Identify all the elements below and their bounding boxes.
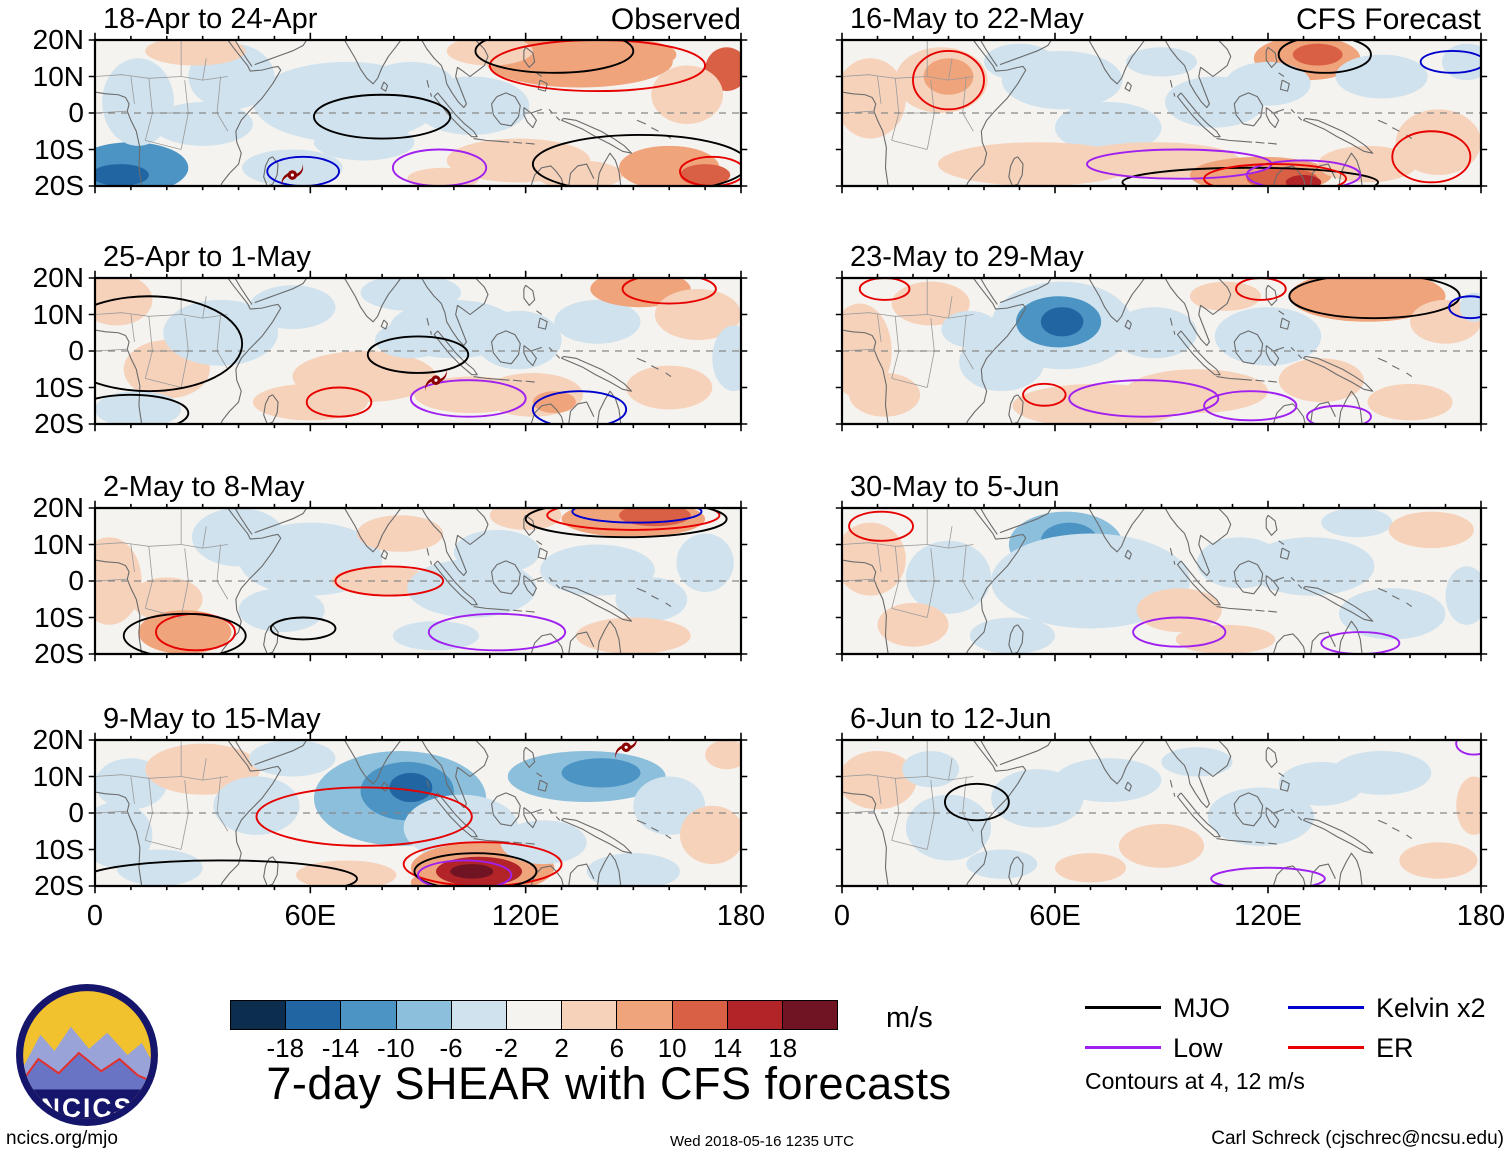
lat-tick-label: 10N bbox=[32, 60, 84, 92]
lat-tick-label: 0 bbox=[68, 565, 84, 596]
colorbar-level-label: 10 bbox=[657, 1033, 687, 1063]
lat-tick-label: 20S bbox=[34, 638, 84, 669]
panel-title: 25-Apr to 1-May bbox=[103, 241, 311, 273]
lat-tick-label: 0 bbox=[68, 97, 84, 128]
footer-url: ncics.org/mjo bbox=[6, 1128, 118, 1149]
lat-tick-label: 20S bbox=[34, 408, 84, 439]
map-panel-3 bbox=[95, 740, 741, 886]
map-panel-0 bbox=[95, 40, 741, 186]
colorbar-level-label: -10 bbox=[377, 1033, 415, 1063]
colorbar-units: m/s bbox=[886, 1002, 933, 1034]
column-header-observed: Observed bbox=[610, 3, 741, 36]
colorbar-level-label: -14 bbox=[321, 1033, 360, 1063]
colorbar-cell bbox=[506, 1001, 563, 1029]
map-panel-5 bbox=[842, 278, 1481, 424]
panel-title: 18-Apr to 24-Apr bbox=[103, 3, 318, 35]
colorbar-level-label: 18 bbox=[768, 1033, 798, 1063]
map-panel-2 bbox=[95, 508, 741, 654]
lat-tick-label: 10S bbox=[34, 371, 84, 403]
contour-levels-note: Contours at 4, 12 m/s bbox=[1085, 1068, 1305, 1094]
logo-text: NCICS bbox=[41, 1093, 133, 1123]
lat-tick-label: 0 bbox=[68, 335, 84, 366]
page-title: 7-day SHEAR with CFS forecasts bbox=[266, 1058, 952, 1109]
colorbar-cell bbox=[727, 1001, 783, 1029]
panel-title: 23-May to 29-May bbox=[850, 241, 1084, 273]
footer-timestamp: Wed 2018-05-16 1235 UTC bbox=[670, 1133, 854, 1150]
colorbar-cell bbox=[396, 1001, 452, 1029]
map-panel-1 bbox=[95, 278, 741, 424]
lat-tick-label: 20N bbox=[32, 24, 84, 55]
colorbar-level-label: -6 bbox=[439, 1033, 463, 1063]
legend-label-kelvin: Kelvin x2 bbox=[1376, 993, 1486, 1023]
lat-tick-label: 0 bbox=[68, 797, 84, 828]
lat-tick-label: 10N bbox=[32, 298, 84, 330]
colorbar-level-label: -2 bbox=[494, 1033, 518, 1063]
lat-tick-label: 20N bbox=[32, 724, 84, 755]
lon-tick-label: 180 bbox=[1456, 900, 1506, 932]
footer-author: Carl Schreck (cjschrec@ncsu.edu) bbox=[1211, 1128, 1504, 1149]
map-panel-4 bbox=[842, 40, 1481, 186]
column-header-cfs-forecast: CFS Forecast bbox=[1295, 3, 1481, 36]
colorbar-level-label: -18 bbox=[266, 1033, 305, 1063]
lat-tick-label: 20S bbox=[34, 170, 84, 201]
legend-line-er bbox=[1288, 1046, 1364, 1049]
lat-tick-label: 20S bbox=[34, 870, 84, 901]
lat-tick-label: 10S bbox=[34, 601, 84, 633]
lon-tick-label: 120E bbox=[1234, 900, 1302, 932]
ncics-logo: NCICS bbox=[14, 982, 160, 1128]
colorbar-cell bbox=[672, 1001, 728, 1029]
lon-tick-label: 0 bbox=[833, 900, 851, 932]
colorbar-cell bbox=[782, 1001, 838, 1029]
lon-tick-label: 120E bbox=[491, 900, 560, 932]
lon-tick-label: 180 bbox=[716, 900, 766, 932]
lat-tick-label: 10S bbox=[34, 133, 84, 165]
panel-title: 30-May to 5-Jun bbox=[850, 471, 1060, 503]
colorbar-cell bbox=[617, 1001, 673, 1029]
panel-title: 16-May to 22-May bbox=[850, 3, 1084, 35]
colorbar-cell bbox=[451, 1001, 507, 1029]
colorbar-cell bbox=[341, 1001, 397, 1029]
colorbar-cell bbox=[231, 1001, 287, 1029]
panel-title: 9-May to 15-May bbox=[103, 703, 321, 735]
colorbar-level-label: 6 bbox=[609, 1033, 625, 1063]
colorbar bbox=[230, 1000, 838, 1030]
legend-label-mjo: MJO bbox=[1173, 993, 1230, 1023]
lon-tick-label: 60E bbox=[1029, 900, 1081, 932]
map-panel-7 bbox=[842, 740, 1481, 886]
legend-line-kelvin bbox=[1288, 1006, 1364, 1009]
colorbar-cell bbox=[286, 1001, 342, 1029]
colorbar-level-label: 14 bbox=[712, 1033, 742, 1063]
legend-line-mjo bbox=[1085, 1006, 1161, 1009]
panel-title: 6-Jun to 12-Jun bbox=[850, 703, 1052, 735]
legend-label-er: ER bbox=[1376, 1033, 1414, 1063]
colorbar-cell bbox=[562, 1001, 618, 1029]
lat-tick-label: 20N bbox=[32, 262, 84, 293]
colorbar-level-label: 2 bbox=[554, 1033, 569, 1063]
legend-label-low: Low bbox=[1173, 1033, 1223, 1063]
lon-tick-label: 0 bbox=[86, 900, 104, 932]
map-panel-6 bbox=[842, 508, 1481, 654]
lon-tick-label: 60E bbox=[284, 900, 337, 932]
legend-line-low bbox=[1085, 1046, 1161, 1049]
panel-title: 2-May to 8-May bbox=[103, 471, 305, 503]
lat-tick-label: 20N bbox=[32, 492, 84, 523]
lat-tick-label: 10S bbox=[34, 833, 84, 865]
lat-tick-label: 10N bbox=[32, 760, 84, 792]
lat-tick-label: 10N bbox=[32, 528, 84, 560]
